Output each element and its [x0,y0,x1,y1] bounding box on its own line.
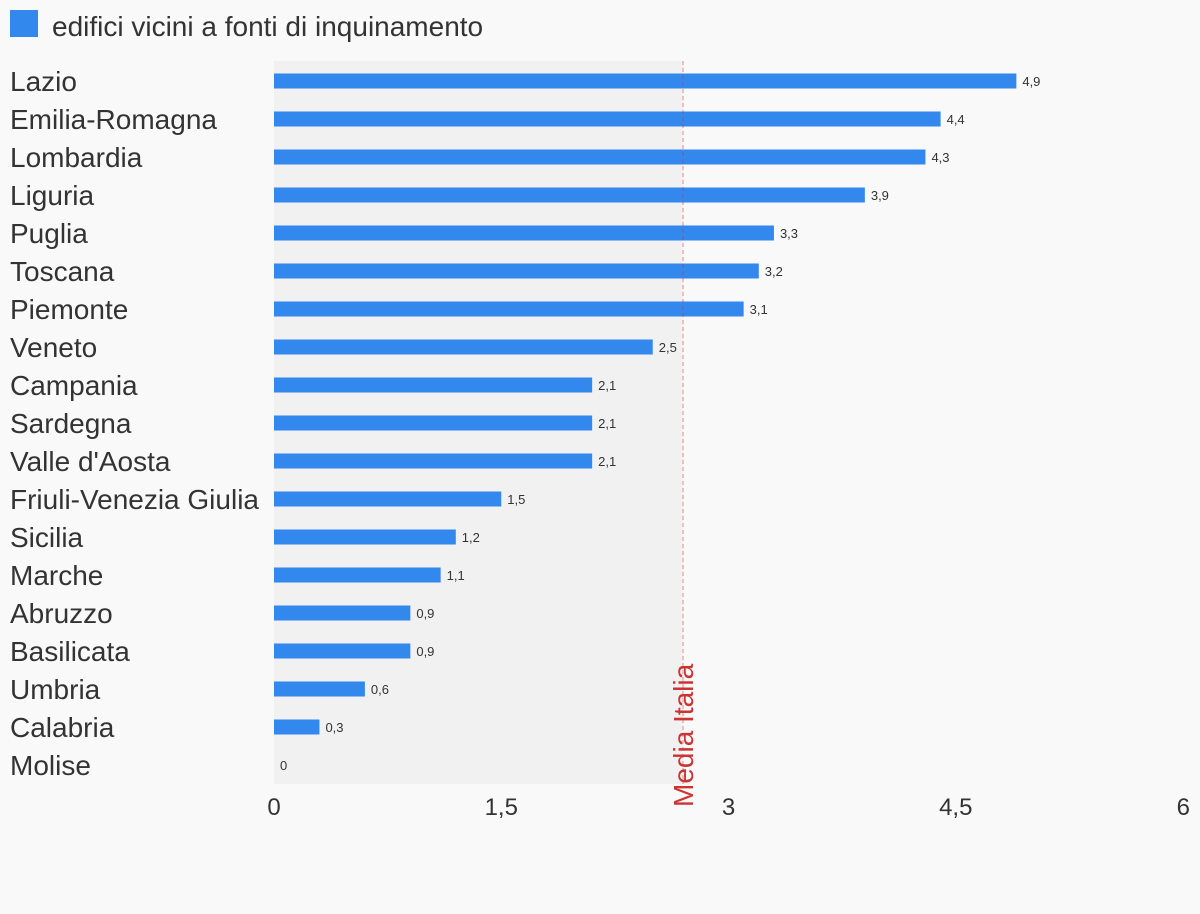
bar [274,339,653,355]
category-label: Puglia [10,218,88,249]
bar [274,567,441,583]
reference-line-label: Media Italia [668,663,699,807]
category-label: Calabria [10,712,115,743]
value-label: 1,1 [447,568,465,583]
category-label: Lombardia [10,142,143,173]
bar [274,453,593,469]
value-label: 3,3 [780,226,798,241]
category-label: Piemonte [10,294,128,325]
bar [274,681,365,697]
category-label: Lazio [10,66,77,97]
value-label: 2,5 [659,340,677,355]
bar [274,111,941,127]
value-label: 4,3 [931,150,949,165]
bar [274,225,774,241]
category-label: Campania [10,370,138,401]
value-label: 0,3 [325,720,343,735]
category-label: Basilicata [10,636,130,667]
value-label: 4,9 [1022,74,1040,89]
value-label: 0,9 [416,644,434,659]
bar [274,643,411,659]
x-tick-label: 6 [1177,794,1190,821]
value-label: 3,1 [750,302,768,317]
category-label: Friuli-Venezia Giulia [10,484,259,515]
bar [274,491,502,507]
value-label: 1,2 [462,530,480,545]
x-tick-label: 4,5 [939,794,972,821]
x-tick-label: 1,5 [485,794,518,821]
value-label: 3,2 [765,264,783,279]
category-label: Abruzzo [10,598,113,629]
value-label: 1,5 [507,492,525,507]
bar [274,301,744,317]
value-label: 0 [280,758,287,773]
legend-label: edifici vicini a fonti di inquinamento [52,11,483,42]
value-label: 2,1 [598,454,616,469]
bar [274,149,926,165]
bar [274,263,759,279]
value-label: 3,9 [871,188,889,203]
category-label: Veneto [10,332,97,363]
legend-swatch [10,10,38,37]
x-axis: 0 1,5 3 4,5 6 [267,794,1190,821]
bar [274,605,411,621]
bars-group: Lazio 4,9 Emilia-Romagna 4,4 Lombardia 4,3 Lig… [10,66,1040,781]
value-label: 4,4 [947,112,965,127]
category-label: Valle d'Aosta [10,446,171,477]
category-label: Sardegna [10,408,132,439]
bar [274,529,456,545]
category-label: Emilia-Romagna [10,104,217,135]
category-label: Marche [10,560,103,591]
bar [274,719,320,735]
category-label: Liguria [10,180,94,211]
category-label: Toscana [10,256,115,287]
x-tick-label: 0 [267,794,280,821]
value-label: 2,1 [598,416,616,431]
category-label: Molise [10,750,91,781]
value-label: 0,6 [371,682,389,697]
bar [274,73,1017,89]
value-label: 0,9 [416,606,434,621]
bar [274,377,593,393]
category-label: Umbria [10,674,101,705]
bar [274,415,593,431]
bar [274,187,865,203]
category-label: Sicilia [10,522,84,553]
x-tick-label: 3 [722,794,735,821]
value-label: 2,1 [598,378,616,393]
